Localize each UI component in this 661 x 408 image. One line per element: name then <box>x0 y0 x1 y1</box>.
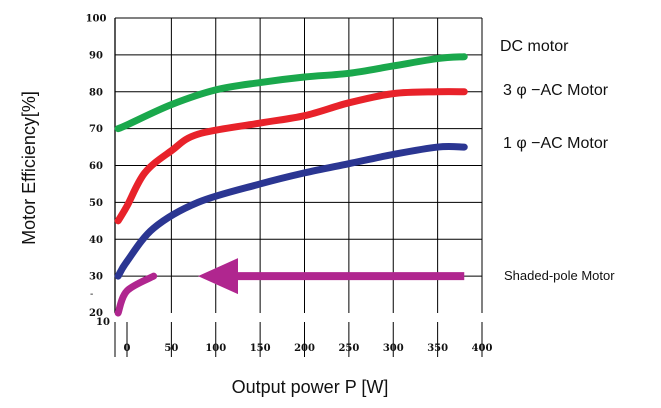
x-tick-label: 50 <box>164 343 178 354</box>
y-dash-mark: - <box>90 289 93 300</box>
x-tick-label: 100 <box>205 343 226 354</box>
series-line-single-phase-ac-motor <box>114 143 468 280</box>
series-line-three-phase-ac-motor <box>114 88 468 225</box>
y-tick-label: 10 <box>96 317 110 328</box>
series-label-single-phase-ac-motor: 1 φ −AC Motor <box>503 135 609 152</box>
x-tick-label: 0 <box>124 343 131 354</box>
x-tick-labels: 0 50 100 150 200 250 300 350 400 <box>124 343 493 354</box>
series-lines <box>114 53 468 317</box>
y-tick-label: 20 <box>89 308 103 319</box>
series-line-dc-motor <box>114 53 468 133</box>
x-tick-label: 300 <box>383 343 404 354</box>
y-tick-label: 50 <box>89 198 103 209</box>
y-tick-labels: 20 30 40 50 60 70 80 90 100 10 <box>86 14 110 329</box>
x-tick-label: 150 <box>250 343 271 354</box>
x-tick-label: 250 <box>338 343 359 354</box>
y-tick-label: 40 <box>89 235 103 246</box>
series-label-three-phase-ac-motor: 3 φ −AC Motor <box>503 82 609 99</box>
series-labels: DC motor 3 φ −AC Motor 1 φ −AC Motor Shaded… <box>500 38 615 283</box>
y-tick-label: 80 <box>89 87 103 98</box>
x-tick-label: 400 <box>472 343 493 354</box>
x-tick-label: 350 <box>427 343 448 354</box>
y-tick-label: 60 <box>89 161 103 172</box>
series-label-dc-motor: DC motor <box>500 38 569 55</box>
y-tick-label: 100 <box>86 14 107 25</box>
y-tick-label: 90 <box>89 50 103 61</box>
x-axis-title: Output power P [W] <box>232 377 389 397</box>
y-axis-title: Motor Efficiency[%] <box>19 91 39 245</box>
y-tick-label: 70 <box>89 124 103 135</box>
series-label-shaded-pole-motor: Shaded-pole Motor <box>504 268 615 283</box>
annotation-arrow <box>198 258 465 295</box>
arrow-head <box>198 258 238 295</box>
axes: - <box>90 18 483 357</box>
y-tick-label: 30 <box>89 272 103 283</box>
x-tick-label: 200 <box>294 343 315 354</box>
series-line-shaded-pole-motor <box>114 272 158 317</box>
